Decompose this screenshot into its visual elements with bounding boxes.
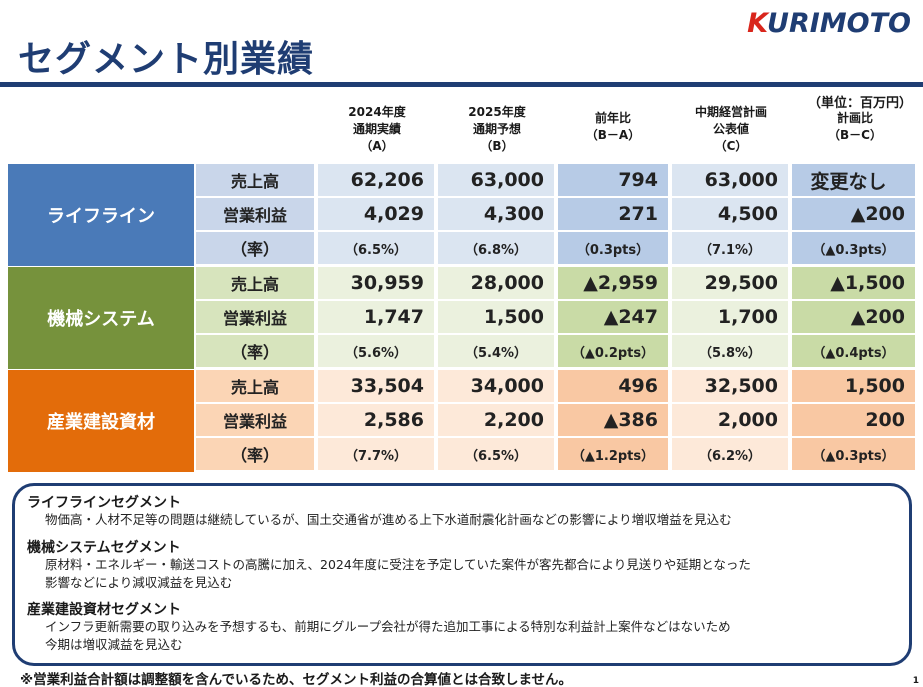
- table-cell: 32,500: [672, 370, 788, 402]
- table-cell: 2,000: [672, 404, 788, 436]
- table-cell: （5.4%）: [438, 335, 554, 367]
- table-cell: （6.5%）: [438, 438, 554, 470]
- table-cell: 2,200: [438, 404, 554, 436]
- table-cell: （▲0.3pts）: [792, 438, 915, 470]
- table-cell: 62,206: [318, 164, 434, 196]
- column-header-2024-actual: 2024年度 通期実績 （A）: [348, 105, 406, 153]
- table-cell: 4,029: [318, 198, 434, 230]
- table-cell: （▲0.2pts）: [558, 335, 668, 367]
- page-number: 1: [912, 676, 919, 686]
- note-text-construction: インフラ更新需要の取り込みを予想するも、前期にグループ会社が得た追加工事による特…: [45, 619, 731, 634]
- footnote: ※営業利益合計額は調整額を含んでいるため、セグメント利益の合算値とは合致しません…: [20, 672, 573, 687]
- kurimoto-logo: KURIMOTO: [747, 8, 911, 39]
- row-label: （率）: [196, 335, 314, 367]
- table-cell: 1,500: [792, 370, 915, 402]
- table-cell: 1,747: [318, 301, 434, 333]
- table-cell: （6.5%）: [318, 232, 434, 264]
- note-text-construction: 今期は増収減益を見込む: [45, 637, 183, 652]
- table-cell: 4,300: [438, 198, 554, 230]
- table-cell: （7.1%）: [672, 232, 788, 264]
- table-cell: 変更なし: [792, 164, 915, 196]
- note-heading-lifeline: ライフラインセグメント: [27, 495, 181, 511]
- table-cell: 496: [558, 370, 668, 402]
- table-cell: ▲200: [792, 198, 915, 230]
- table-cell: ▲2,959: [558, 267, 668, 299]
- segment-label: 機械システム: [8, 267, 194, 369]
- row-label: （率）: [196, 438, 314, 470]
- segment-label: ライフライン: [8, 164, 194, 266]
- table-cell: （7.7%）: [318, 438, 434, 470]
- table-cell: （▲0.3pts）: [792, 232, 915, 264]
- table-cell: ▲247: [558, 301, 668, 333]
- row-label: 営業利益: [196, 198, 314, 230]
- column-header-midterm-plan: 中期経営計画 公表値 （C）: [694, 105, 767, 153]
- table-cell: 63,000: [672, 164, 788, 196]
- table-cell: 794: [558, 164, 668, 196]
- note-heading-machinery: 機械システムセグメント: [27, 540, 181, 556]
- note-text-machinery: 影響などにより減収減益を見込む: [45, 575, 233, 590]
- row-label: 営業利益: [196, 301, 314, 333]
- segment-notes-box: [12, 483, 912, 666]
- note-text-lifeline: 物価高・人材不足等の問題は継続しているが、国土交通省が進める上下水道耐震化計画な…: [45, 512, 732, 527]
- table-cell: 28,000: [438, 267, 554, 299]
- table-cell: （5.8%）: [672, 335, 788, 367]
- table-cell: 1,500: [438, 301, 554, 333]
- table-cell: （5.6%）: [318, 335, 434, 367]
- row-label: 売上高: [196, 164, 314, 196]
- table-cell: 1,700: [672, 301, 788, 333]
- column-header-vs-plan: 計画比 （B－C）: [828, 111, 882, 142]
- table-cell: ▲200: [792, 301, 915, 333]
- page-title: セグメント別業績: [18, 39, 315, 80]
- table-cell: 200: [792, 404, 915, 436]
- table-cell: 34,000: [438, 370, 554, 402]
- note-text-machinery: 原材料・エネルギー・輸送コストの高騰に加え、2024年度に受注を予定していた案件…: [45, 557, 751, 572]
- table-cell: 271: [558, 198, 668, 230]
- table-cell: 4,500: [672, 198, 788, 230]
- table-cell: （▲1.2pts）: [558, 438, 668, 470]
- column-header-yoy: 前年比 （B－A）: [585, 111, 641, 142]
- table-cell: 30,959: [318, 267, 434, 299]
- row-label: （率）: [196, 232, 314, 264]
- column-header-2025-forecast: 2025年度 通期予想 （B）: [468, 105, 526, 153]
- note-heading-construction: 産業建設資材セグメント: [27, 602, 181, 618]
- row-label: 売上高: [196, 267, 314, 299]
- table-cell: （6.8%）: [438, 232, 554, 264]
- table-cell: ▲386: [558, 404, 668, 436]
- table-cell: （6.2%）: [672, 438, 788, 470]
- table-cell: ▲1,500: [792, 267, 915, 299]
- row-label: 売上高: [196, 370, 314, 402]
- title-divider: [0, 82, 923, 87]
- table-cell: （▲0.4pts）: [792, 335, 915, 367]
- table-cell: 2,586: [318, 404, 434, 436]
- segment-label: 産業建設資材: [8, 370, 194, 472]
- unit-label: （単位：百万円）: [808, 96, 913, 111]
- row-label: 営業利益: [196, 404, 314, 436]
- table-cell: 63,000: [438, 164, 554, 196]
- table-cell: 29,500: [672, 267, 788, 299]
- table-cell: （0.3pts）: [558, 232, 668, 264]
- table-cell: 33,504: [318, 370, 434, 402]
